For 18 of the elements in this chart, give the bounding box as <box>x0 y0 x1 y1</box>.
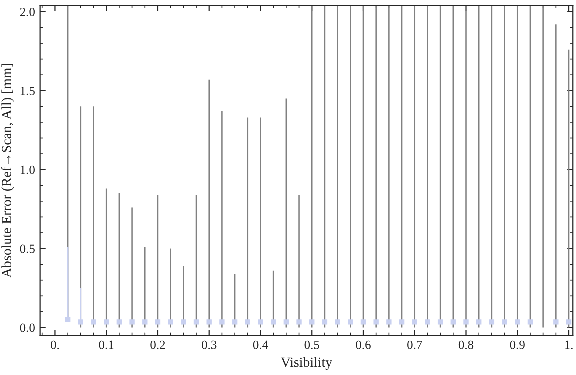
y-tick-label: 1.0 <box>20 166 35 174</box>
x-tick-label: 0.9 <box>510 340 525 350</box>
y-axis-title: Absolute Error (Ref→Scan, All) [mm] <box>2 64 14 278</box>
x-axis-title: Visibility <box>281 357 332 370</box>
x-tick-label: 1. <box>565 340 573 350</box>
x-tick-label: 0.2 <box>150 340 166 350</box>
y-tick-label: 2.0 <box>20 8 35 16</box>
x-tick-label: 0.5 <box>304 340 320 350</box>
x-tick-label: 0.3 <box>202 340 217 350</box>
y-tick-label: 0.0 <box>20 324 35 332</box>
x-tick-label: 0.4 <box>253 340 268 350</box>
y-tick-label: 1.5 <box>20 86 35 96</box>
x-tick-label: 0.8 <box>458 340 474 350</box>
x-tick-label: 0.7 <box>408 340 422 350</box>
x-tick-label: 0.6 <box>356 340 371 350</box>
x-tick-label: 0.1 <box>99 340 114 350</box>
x-tick-label: 0. <box>51 340 60 350</box>
y-tick-label: 0.5 <box>20 244 35 254</box>
